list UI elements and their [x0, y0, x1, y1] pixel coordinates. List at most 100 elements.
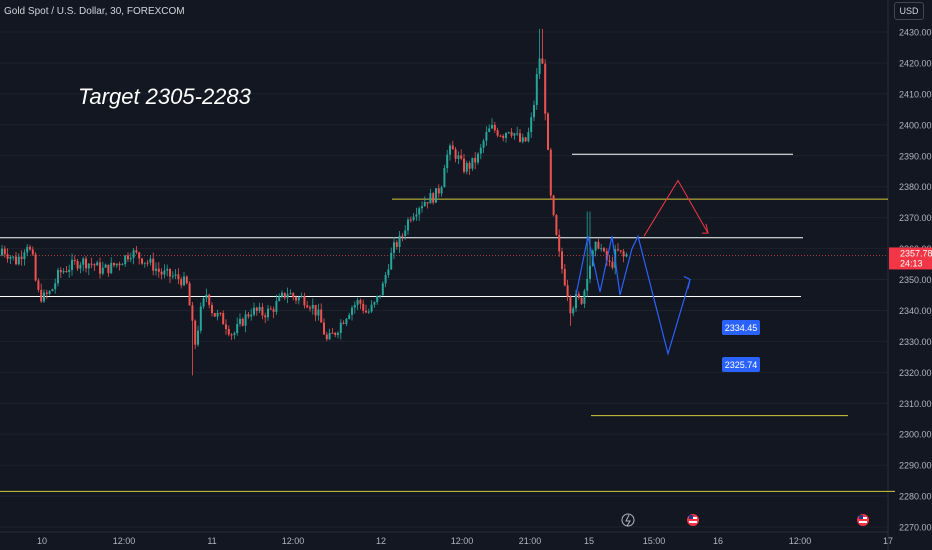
candle-body — [59, 269, 62, 273]
candle-body — [54, 283, 57, 290]
candle-body — [48, 291, 51, 294]
candle-body — [20, 256, 23, 260]
candle-body — [457, 155, 460, 159]
candle-body — [79, 264, 82, 269]
candle-body — [216, 312, 219, 317]
x-tick-label: 12 — [376, 536, 386, 546]
y-tick-label: 2290.00 — [899, 461, 932, 471]
candle-body — [325, 334, 328, 340]
x-tick-label: 15:00 — [643, 536, 666, 546]
candle-body — [365, 310, 367, 313]
candle-body — [1, 248, 3, 256]
projection-paths — [575, 179, 709, 357]
candle-body — [569, 296, 572, 314]
y-tick-label: 2380.00 — [899, 182, 932, 192]
y-tick-label: 2420.00 — [899, 58, 932, 68]
candle-body — [267, 308, 269, 318]
candle-body — [76, 261, 79, 269]
candle-body — [533, 104, 535, 118]
candle-body — [171, 275, 174, 277]
x-tick-label: 16 — [713, 536, 723, 546]
candle-body — [29, 246, 31, 250]
chart-grid — [0, 0, 889, 550]
candle-body — [544, 63, 547, 114]
candle-body — [390, 252, 393, 270]
candle-body — [538, 58, 541, 75]
candle-body — [141, 258, 143, 264]
y-tick-label: 2330.00 — [899, 337, 932, 347]
candle-body — [101, 267, 104, 274]
y-tick-label: 2320.00 — [899, 368, 932, 378]
candle-body — [138, 252, 141, 259]
x-tick-label: 12:00 — [451, 536, 474, 546]
candle-body — [143, 262, 146, 264]
candle-body — [110, 262, 113, 274]
candle-body — [17, 256, 20, 265]
candle-body — [491, 124, 493, 129]
candle-body — [334, 332, 337, 335]
candle-body — [443, 168, 446, 188]
flag-stripe-icon — [689, 521, 697, 523]
price-target-tag — [722, 357, 760, 372]
candle-body — [530, 117, 533, 133]
candle-body — [129, 257, 132, 260]
candle-body — [583, 290, 586, 304]
candle-body — [239, 318, 241, 324]
candle-body — [96, 262, 99, 266]
candle-body — [227, 328, 230, 335]
candle-body — [331, 332, 334, 334]
candle-body — [474, 157, 477, 163]
candle-body — [563, 269, 566, 286]
candle-body — [407, 219, 409, 231]
candle-body — [367, 311, 370, 313]
candle-body — [451, 145, 454, 150]
candle-body — [43, 292, 45, 302]
candle-body — [552, 195, 555, 216]
candle-body — [107, 264, 110, 274]
candle-body — [183, 276, 185, 286]
candle-body — [535, 74, 538, 105]
candle-body — [292, 293, 295, 298]
candle-body — [73, 259, 76, 262]
candle-body — [286, 294, 289, 298]
candle-body — [496, 130, 499, 136]
x-axis: 10 12:00 11 12:00 12 12:00 21:00 15 15:00 16 12:00… — [37, 536, 893, 546]
candle-body — [328, 332, 331, 340]
candle-body — [90, 263, 93, 265]
candle-body — [622, 251, 625, 257]
candle-body — [597, 241, 600, 249]
candle-body — [575, 293, 577, 309]
candle-body — [401, 235, 404, 237]
candle-body — [373, 302, 376, 305]
candle-body — [435, 188, 437, 203]
candle-body — [34, 254, 37, 281]
y-tick-label: 2390.00 — [899, 151, 932, 161]
x-tick-label: 21:00 — [519, 536, 542, 546]
candle-body — [460, 155, 463, 159]
candle-body — [241, 318, 244, 326]
candle-body — [488, 128, 491, 132]
candle-body — [115, 263, 118, 266]
candle-body — [166, 268, 169, 271]
candle-body — [65, 271, 68, 273]
candle-body — [289, 293, 292, 295]
candle-body — [379, 295, 381, 297]
candle-body — [146, 262, 149, 264]
candle-body — [244, 314, 247, 326]
candle-body — [121, 264, 124, 266]
candle-body — [113, 262, 115, 266]
symbol-title[interactable]: Gold Spot / U.S. Dollar, 30, FOREXCOM — [4, 6, 185, 17]
candle-body — [617, 249, 619, 251]
candle-body — [468, 162, 471, 169]
currency-button[interactable]: USD — [894, 2, 924, 20]
candle-body — [303, 296, 306, 306]
candle-body — [68, 269, 71, 272]
candle-body — [23, 252, 26, 260]
candle-body — [317, 309, 320, 316]
y-tick-label: 2350.00 — [899, 275, 932, 285]
candle-body — [603, 248, 605, 252]
candle-body — [197, 330, 199, 345]
red-arrowhead — [702, 223, 709, 234]
candle-body — [99, 262, 101, 274]
